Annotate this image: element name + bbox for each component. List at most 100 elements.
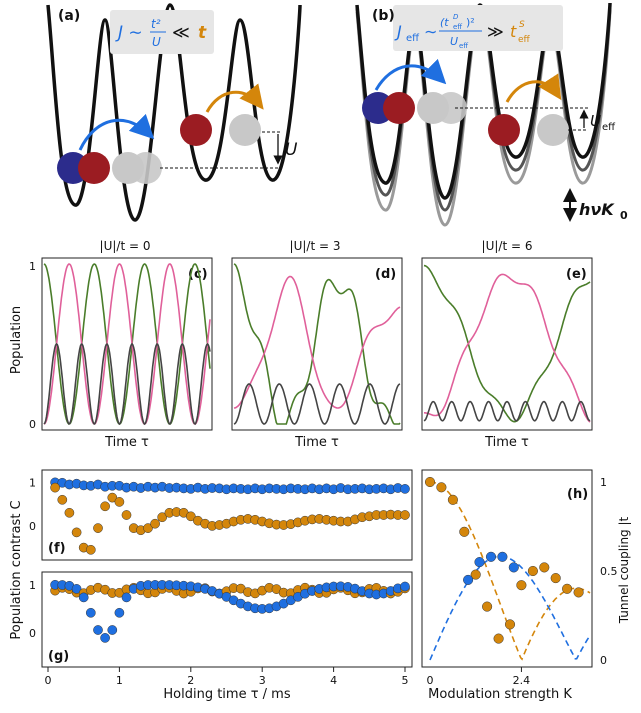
point-h-blue [486,552,496,562]
xtick-fg-3: 3 [259,674,266,687]
panel-title-e: |U|/t = 6 [482,239,533,253]
drive-label-sub-b: 0 [620,209,628,222]
point-f-orange [151,519,160,528]
formula-num-b: (t [440,16,449,29]
point-h-orange [448,495,458,505]
energy-label-a: U [285,140,298,160]
point-h-orange [574,588,584,598]
panel-d: |U|/t = 3 (d) Time τ [232,239,402,450]
point-g-blue [400,582,409,591]
point-h-orange [482,602,492,612]
point-h-blue [509,563,519,573]
formula-t-a: t [198,23,207,43]
point-h-blue [463,575,473,585]
ytick-f-0: 0 [29,520,36,533]
series-dark-e [424,402,590,421]
xlabel-h: Modulation strength K [428,687,572,702]
panel-e: |U|/t = 6 (e) Time τ [422,239,592,450]
row2-ylabel: Population [9,306,24,374]
point-g-blue [79,593,88,602]
point-h-orange [505,620,515,630]
series-green-d [234,264,400,424]
formula-t-b: t [510,22,517,41]
series-green-e [424,266,590,422]
point-h-orange [425,477,435,487]
panel-label-b: (b) [372,8,395,24]
ytick-f-1: 1 [29,476,36,489]
xtick-fg-1: 1 [116,674,123,687]
atom-red-b2 [488,114,520,146]
formula-box-b [393,5,563,51]
series-pink-c [44,264,210,424]
xlabel-d: Time τ [294,435,339,450]
ytick-g-0: 0 [29,627,36,640]
point-f-orange [65,508,74,517]
atom-gray-a3 [229,114,261,146]
formula-num-a: t² [151,17,161,31]
point-f-orange [115,497,124,506]
tunnel-arrow-b-right [507,82,558,102]
energy-label-sub-b: eff [602,122,616,133]
point-h-orange [517,580,527,590]
formula-num-close-b: )² [466,16,475,29]
row3-ylabel: Population contrast C [9,500,24,639]
atom-gray-b3 [537,114,569,146]
ytick-h-1: 1 [600,476,607,489]
xtick-fg-2: 2 [187,674,194,687]
point-h-blue [475,557,485,567]
xtick-fg-0: 0 [45,674,52,687]
panel-label-d: (d) [375,267,396,282]
point-g-blue [86,608,95,617]
point-h-orange [551,573,561,583]
panel-b: (b) J eff ∼ (t eff D )² U eff ≫ t eff S … [357,3,628,225]
panel-title-c: |U|/t = 0 [100,239,151,253]
panel-label-a: (a) [58,8,80,24]
ytick-bottom-c: 0 [29,418,36,431]
formula-j-sub-b: eff [406,33,420,44]
point-f-orange [400,510,409,519]
ylabel-h: Tunnel coupling |t [617,516,631,624]
point-g-blue [108,625,117,634]
formula-rel-a: ≪ [172,23,190,43]
ytick-h-0: 0 [600,654,607,667]
xlabel-c: Time τ [104,435,149,450]
panel-label-h: (h) [567,487,588,502]
point-g-blue [115,608,124,617]
ytick-top-c: 1 [29,260,36,273]
panel-label-g: (g) [48,649,69,664]
ytick-h-0.5: 0.5 [600,565,618,578]
xtick-fg-4: 4 [330,674,337,687]
point-h-orange [460,527,470,537]
xtick-h-2.4: 2.4 [513,674,531,687]
atom-red-a2 [180,114,212,146]
point-h-orange [494,634,504,644]
formula-num-sup-b: D [453,13,459,21]
energy-label-b: U [590,112,601,130]
point-f-orange [93,524,102,533]
point-f-orange [122,510,131,519]
xtick-fg-5: 5 [402,674,409,687]
series-pink-e [424,274,590,422]
series-green-c [44,264,210,424]
atom-gray-a2 [130,152,162,184]
atom-red-a [78,152,110,184]
formula-den-sub-b: eff [459,42,468,50]
ytick-g-1: 1 [29,579,36,592]
point-h-orange [562,584,572,594]
point-f-orange [72,528,81,537]
point-f-orange [51,483,60,492]
drive-label-b: hνK [579,200,615,219]
series-dark-d [234,384,400,424]
formula-den-b: U [450,35,458,48]
formula-den-a: U [152,35,161,49]
formula-t-sub-b: eff [518,35,531,45]
panel-label-e: (e) [566,267,587,282]
point-f-orange [86,545,95,554]
point-g-blue [101,633,110,642]
fit-curve-blue-h [430,556,590,660]
formula-sim-b: ∼ [424,22,437,41]
chart-marks: 1 0 1 0 0 1 2 3 4 5 0 2.4 1 0.5 0 [29,264,618,687]
panel-title-d: |U|/t = 3 [290,239,341,253]
point-h-orange [437,483,447,493]
point-h-orange [540,563,550,573]
